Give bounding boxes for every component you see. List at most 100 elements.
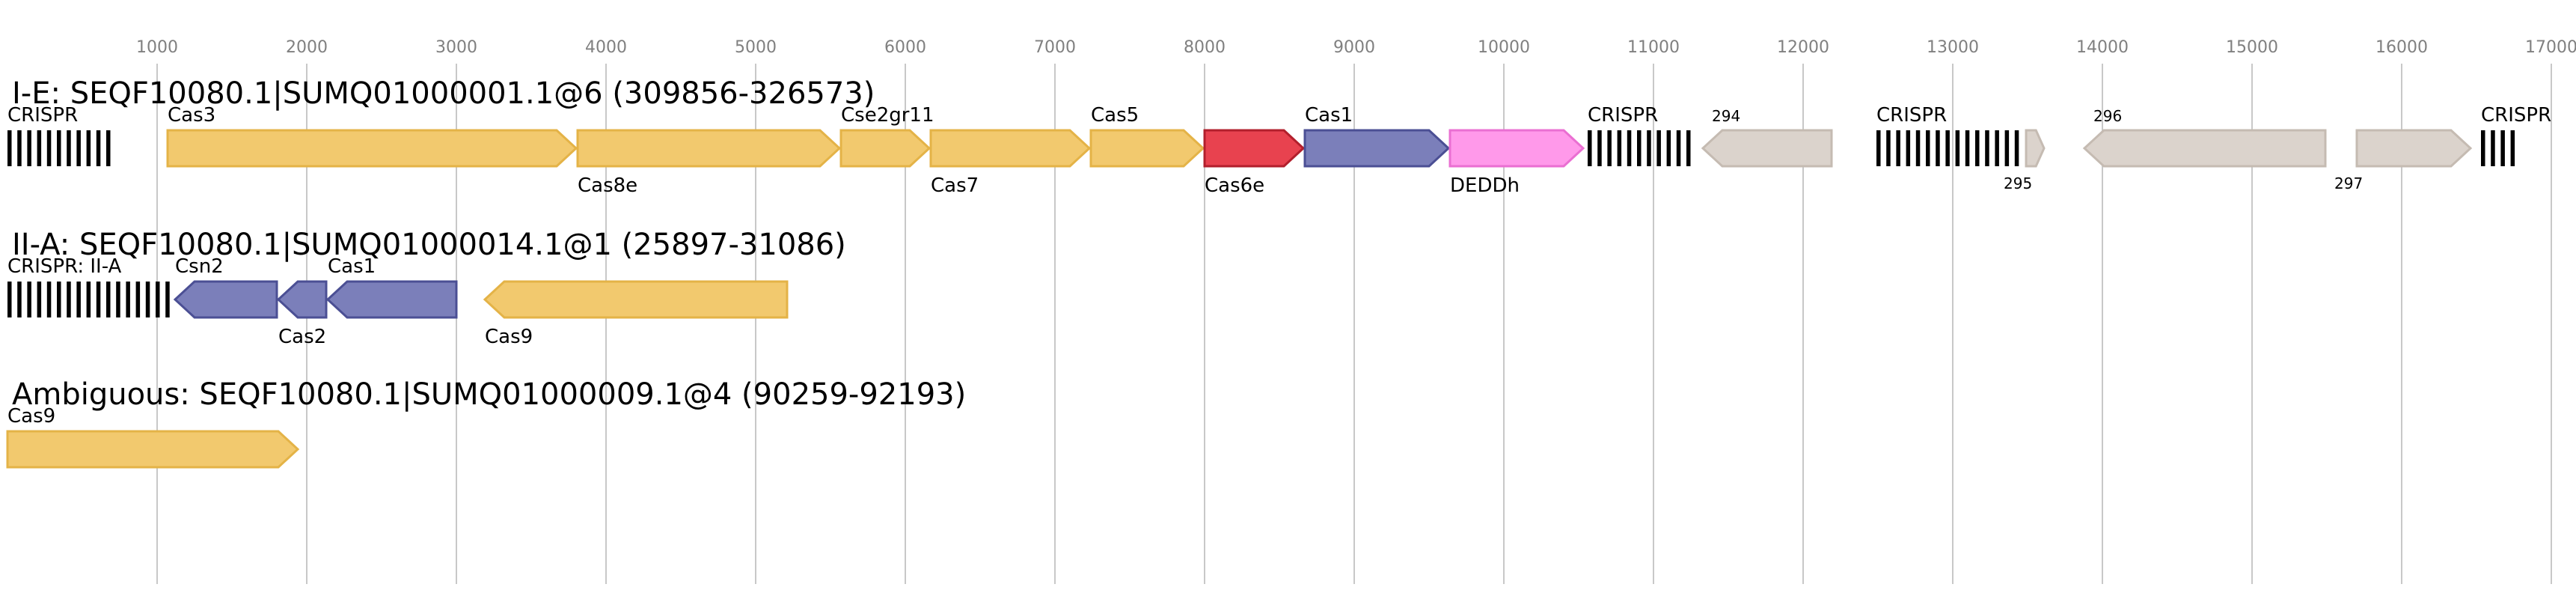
crispr-label: CRISPR: II-A bbox=[7, 255, 122, 278]
gene-label: Cas7 bbox=[931, 174, 979, 197]
gene-label: DEDDh bbox=[1450, 174, 1520, 197]
crispr-repeat bbox=[57, 282, 61, 317]
gene-label: Cas5 bbox=[1091, 104, 1139, 127]
gene-label: 297 bbox=[2334, 174, 2363, 192]
crispr-repeat bbox=[1588, 130, 1592, 166]
crispr-array bbox=[1876, 130, 2019, 166]
crispr-repeat bbox=[2481, 130, 2485, 166]
crispr-repeat bbox=[106, 282, 111, 317]
crispr-repeat bbox=[86, 282, 91, 317]
tick-label: 13000 bbox=[1927, 38, 1979, 57]
crispr-repeat bbox=[126, 282, 130, 317]
crispr-repeat bbox=[1607, 130, 1612, 166]
gene-arrow bbox=[325, 280, 458, 319]
gene-label: Cas9 bbox=[7, 405, 55, 428]
gene-arrow bbox=[276, 280, 328, 319]
track-1: II-A: SEQF10080.1|SUMQ01000014.1@1 (2589… bbox=[7, 228, 846, 348]
tick-label: 9000 bbox=[1333, 38, 1375, 57]
track-2: Ambiguous: SEQF10080.1|SUMQ01000009.1@4 … bbox=[6, 377, 966, 469]
crispr-repeat bbox=[1647, 130, 1651, 166]
crispr-repeat bbox=[135, 282, 141, 317]
gene-label: Csn2 bbox=[175, 255, 224, 278]
crispr-repeat bbox=[1617, 130, 1622, 166]
crispr-repeat bbox=[27, 282, 31, 317]
gene-label: Cas1 bbox=[1305, 104, 1353, 127]
crispr-repeat bbox=[96, 130, 101, 166]
crispr-repeat bbox=[1627, 130, 1632, 166]
crispr-repeat bbox=[1975, 130, 1980, 166]
crispr-label: CRISPR bbox=[1876, 104, 1947, 127]
crispr-array bbox=[2481, 130, 2515, 166]
crispr-repeat bbox=[2510, 130, 2515, 166]
crispr-repeat bbox=[1666, 130, 1671, 166]
crispr-repeat bbox=[165, 282, 170, 317]
gene-label: Cas8e bbox=[578, 174, 637, 197]
gene-arrow bbox=[1448, 129, 1585, 168]
crispr-label: CRISPR bbox=[1588, 104, 1658, 127]
crispr-repeat bbox=[27, 130, 31, 166]
crispr-repeat bbox=[116, 282, 120, 317]
crispr-repeat bbox=[46, 282, 52, 317]
track-title: I-E: SEQF10080.1|SUMQ01000001.1@6 (30985… bbox=[12, 76, 875, 111]
crispr-repeat bbox=[1955, 130, 1960, 166]
crispr-repeat bbox=[1906, 130, 1911, 166]
gene-label: Cas2 bbox=[278, 326, 326, 348]
track-title: II-A: SEQF10080.1|SUMQ01000014.1@1 (2589… bbox=[12, 228, 846, 262]
crispr-repeat bbox=[156, 282, 160, 317]
tick-label: 1000 bbox=[136, 38, 178, 57]
crispr-repeat bbox=[1656, 130, 1661, 166]
gene-arrow bbox=[2355, 129, 2473, 168]
gene-arrow bbox=[166, 129, 578, 168]
gene-arrow bbox=[2025, 129, 2046, 168]
gene-arrow bbox=[6, 430, 300, 469]
crispr-repeat bbox=[2500, 130, 2505, 166]
axis-ticks: 1000 2000 3000 4000 5000 6000 7000 8000 9000 1000… bbox=[136, 38, 2576, 57]
crispr-repeat bbox=[86, 130, 91, 166]
tick-label: 8000 bbox=[1184, 38, 1226, 57]
crispr-repeat bbox=[2004, 130, 2010, 166]
crispr-repeat bbox=[1637, 130, 1642, 166]
crispr-repeat bbox=[7, 130, 12, 166]
gene-label: 295 bbox=[2004, 174, 2032, 192]
gene-arrow bbox=[1303, 129, 1451, 168]
gene-arrow bbox=[576, 129, 842, 168]
crispr-repeat bbox=[1945, 130, 1950, 166]
crispr-array bbox=[7, 282, 170, 317]
crispr-repeat bbox=[1985, 130, 1989, 166]
gene-label: Cas6e bbox=[1205, 174, 1264, 197]
tick-label: 10000 bbox=[1478, 38, 1530, 57]
crispr-array bbox=[7, 130, 111, 166]
crispr-label: CRISPR bbox=[2481, 104, 2551, 127]
gene-arrow bbox=[1701, 129, 1833, 168]
crispr-label: CRISPR bbox=[7, 104, 78, 127]
gene-label: Cas3 bbox=[168, 104, 215, 127]
gene-label: Cas9 bbox=[485, 326, 533, 348]
tick-label: 6000 bbox=[884, 38, 926, 57]
crispr-repeat bbox=[1886, 130, 1891, 166]
gene-arrow bbox=[2082, 129, 2327, 168]
tick-label: 7000 bbox=[1034, 38, 1076, 57]
crispr-repeat bbox=[96, 282, 101, 317]
gene-arrow bbox=[839, 129, 931, 168]
gene-arrow bbox=[173, 280, 278, 319]
crispr-repeat bbox=[106, 130, 111, 166]
track-title: Ambiguous: SEQF10080.1|SUMQ01000009.1@4 … bbox=[12, 377, 966, 412]
crispr-repeat bbox=[67, 282, 71, 317]
gene-arrow bbox=[1203, 129, 1306, 168]
gene-label: Cas1 bbox=[328, 255, 376, 278]
crispr-repeat bbox=[1597, 130, 1602, 166]
crispr-repeat bbox=[7, 282, 12, 317]
crispr-repeat bbox=[57, 130, 61, 166]
tick-label: 12000 bbox=[1777, 38, 1829, 57]
gene-label: Cse2gr11 bbox=[841, 104, 934, 127]
crispr-repeat bbox=[17, 130, 22, 166]
crispr-repeat bbox=[67, 130, 71, 166]
crispr-repeat bbox=[1965, 130, 1970, 166]
crispr-repeat bbox=[1915, 130, 1921, 166]
crispr-repeat bbox=[1936, 130, 1940, 166]
tick-label: 11000 bbox=[1627, 38, 1680, 57]
crispr-repeat bbox=[76, 130, 81, 166]
tracks: I-E: SEQF10080.1|SUMQ01000001.1@6 (30985… bbox=[6, 76, 2551, 469]
tick-label: 3000 bbox=[435, 38, 477, 57]
